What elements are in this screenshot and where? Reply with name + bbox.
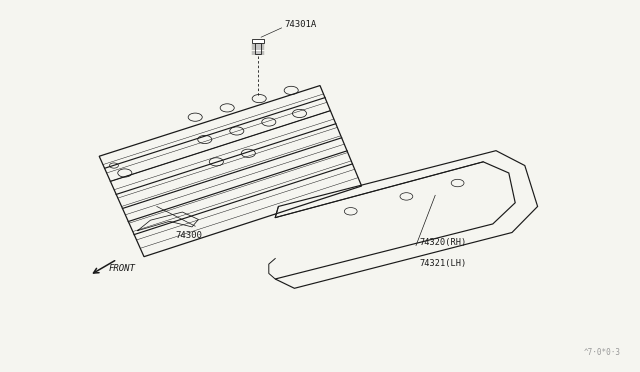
Text: 74301A: 74301A — [285, 20, 317, 29]
Text: 74321(LH): 74321(LH) — [419, 259, 467, 267]
Text: ^7·0*0·3: ^7·0*0·3 — [584, 348, 621, 357]
Bar — [252, 39, 264, 43]
Bar — [255, 43, 261, 54]
Text: 74300: 74300 — [175, 231, 202, 240]
Text: FRONT: FRONT — [109, 264, 136, 273]
Text: 74320(RH): 74320(RH) — [419, 238, 467, 247]
